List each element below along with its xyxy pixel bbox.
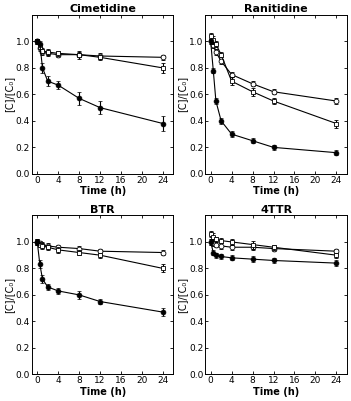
X-axis label: Time (h): Time (h) [80,387,126,397]
X-axis label: Time (h): Time (h) [253,186,299,196]
Y-axis label: [C]/[C₀]: [C]/[C₀] [178,277,187,313]
Y-axis label: [C]/[C₀]: [C]/[C₀] [4,277,14,313]
Y-axis label: [C]/[C₀]: [C]/[C₀] [178,76,187,112]
Y-axis label: [C]/[C₀]: [C]/[C₀] [4,76,14,112]
Title: 4TTR: 4TTR [260,205,292,215]
Title: Cimetidine: Cimetidine [69,4,136,14]
Title: BTR: BTR [91,205,115,215]
X-axis label: Time (h): Time (h) [253,387,299,397]
Title: Ranitidine: Ranitidine [244,4,308,14]
X-axis label: Time (h): Time (h) [80,186,126,196]
